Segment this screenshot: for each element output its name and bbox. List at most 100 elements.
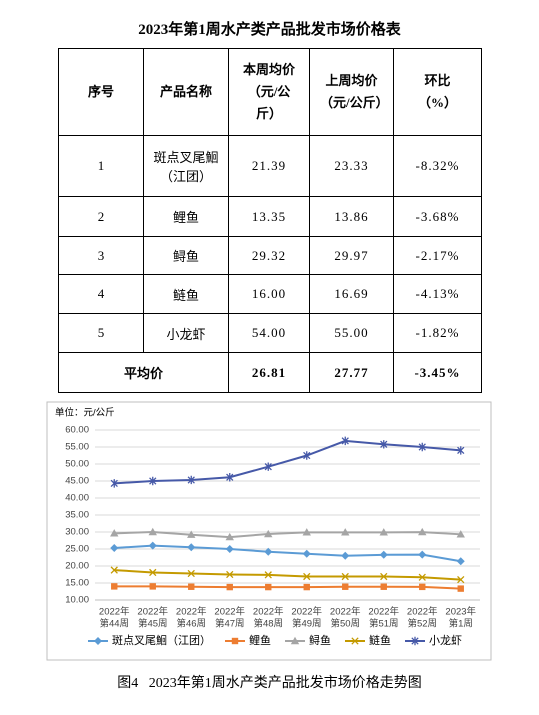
average-cell: 27.77: [309, 352, 394, 393]
x-tick-label: 第50周: [330, 618, 360, 630]
table-cell: 小龙虾: [143, 313, 229, 353]
x-tick-label: 第44周: [99, 618, 129, 630]
marker: [187, 543, 196, 552]
table-cell: 29.97: [309, 236, 394, 275]
header-unit: （%）: [417, 95, 457, 110]
y-tick-label: 50.00: [65, 459, 89, 470]
header-unit: （元/公斤）: [247, 84, 291, 121]
table-cell: 16.69: [309, 274, 394, 314]
table-cell: 55.00: [309, 313, 394, 353]
table-cell: 5: [58, 313, 144, 353]
legend-label: 鲤鱼: [249, 633, 271, 647]
header-cell: 本周均价 （元/公斤）: [228, 48, 310, 136]
caption-text: 2023年第1周水产类产品批发市场价格走势图: [148, 676, 422, 691]
x-tick-label: 2022年: [291, 606, 322, 618]
header-label: 上周均价: [325, 73, 378, 88]
x-tick-label: 2022年: [176, 606, 207, 618]
series-line: [114, 585, 461, 590]
marker: [110, 479, 118, 488]
series-line: [114, 569, 461, 581]
header-cell: 序号: [58, 48, 144, 136]
chart-border: [46, 401, 492, 661]
marker: [187, 475, 195, 485]
legend-label: 鲢鱼: [369, 633, 391, 647]
x-tick-label: 2022年: [407, 606, 438, 618]
table-cell: 斑点叉尾鮰（江团）: [143, 135, 229, 197]
table-cell: 13.35: [228, 196, 310, 237]
marker: [187, 569, 195, 578]
table-cell: 16.00: [228, 274, 310, 314]
caption-label: 图4: [117, 676, 139, 691]
y-tick-label: 40.00: [65, 493, 89, 504]
table-cell: 21.39: [228, 135, 310, 197]
table-cell: 鲤鱼: [143, 196, 229, 237]
marker: [380, 572, 388, 581]
header-label: 本周均价: [242, 62, 295, 77]
y-axis-label: 单位：元/公斤: [55, 407, 115, 419]
marker: [187, 530, 196, 538]
table-cell: 2: [58, 196, 144, 237]
table-cell: -4.13%: [393, 274, 482, 314]
y-tick-label: 25.00: [65, 544, 89, 555]
table-row: 4 鲢鱼 16.00 16.69 -4.13%: [58, 274, 482, 314]
marker: [188, 583, 195, 590]
marker: [456, 530, 465, 538]
marker: [341, 436, 349, 446]
legend-label: 鲟鱼: [309, 633, 331, 647]
header-label: 序号: [87, 84, 114, 99]
marker: [231, 637, 239, 645]
marker: [94, 637, 102, 645]
table-cell: 29.32: [228, 236, 310, 275]
table-row: 2 鲤鱼 13.35 13.86 -3.68%: [58, 196, 482, 237]
marker: [290, 636, 300, 645]
x-tick-label: 第51周: [369, 618, 399, 630]
table-cell: -1.82%: [393, 313, 482, 353]
marker: [149, 568, 157, 577]
y-tick-label: 10.00: [65, 595, 89, 606]
header-unit: （元/公斤）: [320, 95, 389, 110]
table-cell: 23.33: [309, 135, 394, 197]
y-tick-label: 60.00: [65, 425, 89, 436]
marker: [302, 528, 311, 536]
y-tick-label: 20.00: [65, 561, 89, 572]
average-cell: -3.45%: [393, 352, 482, 393]
x-tick-label: 第48周: [253, 618, 283, 630]
average-row: 平均价 26.81 27.77 -3.45%: [58, 352, 482, 393]
marker: [379, 550, 388, 559]
marker: [341, 551, 350, 560]
y-tick-label: 30.00: [65, 527, 89, 538]
marker: [149, 476, 157, 486]
table-cell: 3: [58, 236, 144, 275]
marker: [265, 583, 272, 591]
average-cell: 26.81: [228, 352, 310, 393]
marker: [303, 572, 311, 581]
marker: [380, 440, 388, 449]
marker: [148, 527, 157, 536]
header-label: 环比: [424, 73, 451, 88]
table-title: 2023年第1周水产类产品批发市场价格表: [138, 22, 401, 38]
marker: [341, 528, 350, 536]
x-tick-label: 第47周: [215, 618, 245, 630]
x-tick-label: 2022年: [137, 606, 168, 618]
legend-label: 斑点叉尾鮰（江团）: [112, 633, 211, 647]
x-tick-label: 第45周: [138, 618, 168, 630]
price-table: 序号 产品名称 本周均价 （元/公斤） 上周均价 （元/公斤） 环比 （%） 1 斑点叉尾鮰（江团…: [58, 48, 482, 393]
marker: [225, 532, 234, 541]
marker: [418, 573, 426, 581]
marker: [418, 550, 427, 559]
table-row: 1 斑点叉尾鮰（江团） 21.39 23.33 -8.32%: [58, 135, 482, 197]
table-cell: -3.68%: [393, 196, 482, 237]
marker: [351, 637, 359, 645]
header-label: 产品名称: [159, 84, 212, 99]
marker: [110, 543, 119, 552]
marker: [380, 583, 387, 590]
marker: [303, 451, 311, 460]
series-line: [114, 439, 461, 485]
header-cell: 上周均价 （元/公斤）: [309, 48, 394, 136]
table-row: 5 小龙虾 54.00 55.00 -1.82%: [58, 313, 482, 353]
x-tick-label: 2022年: [214, 606, 245, 618]
marker: [419, 583, 426, 591]
table-cell: 1: [58, 135, 144, 197]
x-tick-label: 2023年: [445, 606, 476, 618]
table-cell: 13.86: [309, 196, 394, 237]
